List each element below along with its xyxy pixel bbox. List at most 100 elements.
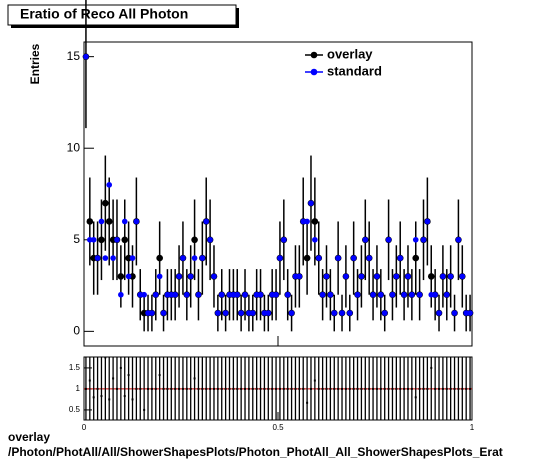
ratio-point: [360, 387, 363, 390]
data-point: [86, 218, 94, 225]
ratio-point: [364, 387, 367, 390]
data-point: [168, 291, 175, 298]
ratio-point: [158, 374, 161, 377]
ratio-point: [139, 387, 142, 390]
ratio-point: [430, 366, 433, 369]
ratio-point: [267, 387, 270, 390]
y-tick-label: 5: [73, 232, 80, 246]
ratio-point: [240, 387, 243, 390]
data-point: [424, 218, 431, 225]
data-point: [323, 273, 330, 280]
data-point: [381, 310, 388, 316]
ratio-point: [313, 379, 316, 382]
data-point: [292, 273, 299, 280]
ratio-point: [368, 387, 371, 390]
data-point: [114, 236, 120, 243]
data-point: [378, 291, 384, 298]
ratio-point: [201, 387, 204, 390]
ratio-point: [426, 387, 429, 390]
ratio-point: [178, 387, 181, 390]
ratio-point: [302, 387, 305, 390]
data-point: [374, 273, 380, 280]
ratio-point: [162, 387, 165, 390]
ratio-point: [115, 387, 118, 390]
data-point: [412, 236, 419, 243]
data-point: [90, 236, 97, 243]
data-point: [156, 254, 163, 262]
y-tick-label: 1: [76, 384, 81, 393]
ratio-point: [309, 387, 312, 390]
ratio-point: [96, 387, 99, 390]
data-point: [87, 236, 93, 243]
ratio-point: [131, 398, 134, 401]
ratio-point: [84, 387, 87, 390]
ratio-point: [236, 387, 239, 390]
ratio-point: [150, 387, 153, 390]
ratio-point: [104, 357, 107, 359]
title-box: [7, 4, 237, 26]
ratio-point: [189, 387, 192, 390]
data-point: [137, 291, 144, 298]
data-point: [366, 255, 372, 261]
data-point: [401, 291, 407, 298]
data-point: [176, 273, 182, 280]
ratio-point: [88, 379, 91, 382]
data-point: [121, 236, 129, 244]
plot-frame: [83, 41, 473, 347]
data-point: [304, 218, 310, 225]
ratio-point: [325, 387, 328, 390]
data-point: [98, 218, 105, 225]
data-point: [455, 236, 462, 243]
ratio-point: [329, 387, 332, 390]
data-point: [253, 291, 260, 298]
data-point: [199, 255, 206, 261]
data-point: [238, 310, 244, 316]
data-point: [145, 310, 151, 316]
ratio-points: [84, 357, 472, 420]
data-point: [106, 182, 113, 188]
ratio-point: [422, 387, 425, 390]
data-point: [218, 291, 225, 298]
data-point: [129, 255, 136, 261]
ratio-point: [282, 387, 285, 390]
data-point: [284, 291, 291, 298]
data-point: [335, 255, 341, 261]
data-point: [121, 218, 128, 225]
data-point: [416, 291, 423, 298]
ratio-point: [453, 387, 456, 390]
data-point: [215, 310, 221, 316]
ratio-point: [341, 387, 344, 390]
data-point: [331, 310, 338, 316]
ratio-point: [352, 387, 355, 390]
ratio-point: [224, 387, 227, 390]
ratio-point: [410, 387, 413, 390]
data-point: [222, 310, 229, 316]
data-point: [427, 273, 435, 280]
data-point: [393, 273, 400, 280]
legend-marker: [310, 68, 318, 76]
ratio-point: [197, 387, 200, 390]
ratio-point: [263, 387, 266, 390]
ratio-point: [92, 396, 95, 399]
ratio-point: [461, 387, 464, 390]
data-point: [207, 236, 213, 243]
data-point: [83, 53, 89, 60]
data-point: [281, 236, 287, 243]
ratio-point: [100, 395, 103, 398]
data-point: [343, 273, 349, 280]
ratio-point: [391, 387, 394, 390]
ratio-point: [438, 387, 441, 390]
data-point: [234, 291, 241, 298]
ratio-point: [449, 387, 452, 390]
data-point: [428, 291, 435, 298]
data-point: [273, 291, 279, 298]
data-point: [467, 310, 473, 316]
ratio-point: [465, 387, 468, 390]
data-point: [226, 291, 233, 298]
data-point: [312, 236, 318, 243]
ratio-point: [375, 387, 378, 390]
ratio-point: [135, 387, 138, 390]
data-point: [141, 291, 147, 298]
ratio-point: [379, 387, 382, 390]
